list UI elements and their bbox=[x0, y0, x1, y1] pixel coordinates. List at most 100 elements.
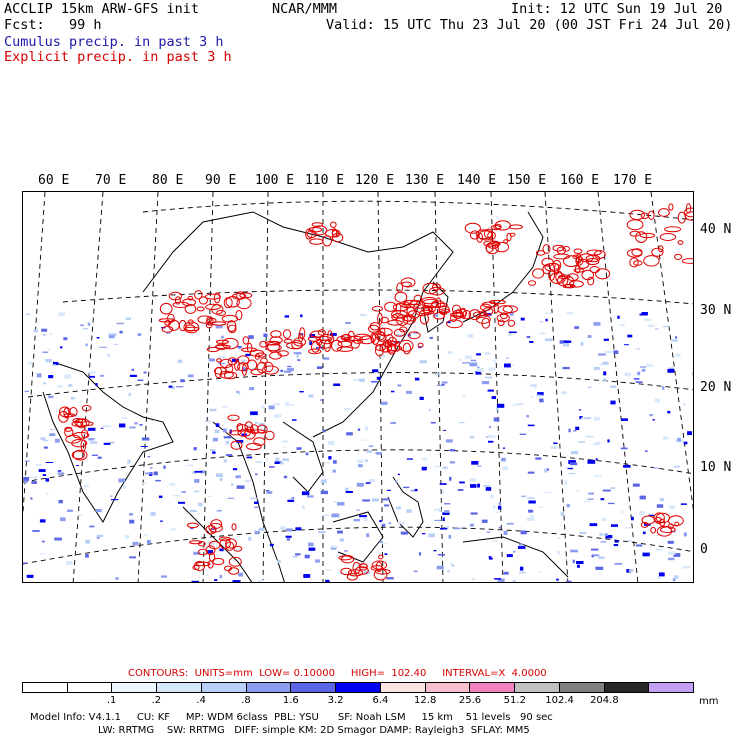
explicit-contour bbox=[352, 561, 361, 574]
explicit-contour bbox=[215, 343, 228, 351]
lat-label: 20 N bbox=[700, 380, 732, 395]
cumulus-cell bbox=[145, 472, 152, 475]
cumulus-cell bbox=[604, 533, 608, 536]
explicit-contour bbox=[71, 439, 88, 448]
cumulus-cell bbox=[269, 466, 275, 468]
cumulus-cell bbox=[219, 574, 223, 579]
cumulus-cell bbox=[379, 540, 383, 543]
explicit-contour bbox=[468, 309, 481, 321]
explicit-contour bbox=[227, 414, 240, 422]
explicit-contour bbox=[210, 519, 223, 529]
scale-swatch bbox=[380, 683, 426, 692]
cumulus-cell bbox=[526, 517, 535, 521]
explicit-contour bbox=[475, 314, 491, 324]
cumulus-cell bbox=[430, 422, 436, 424]
cumulus-cell bbox=[254, 506, 259, 508]
cumulus-cell bbox=[600, 541, 607, 543]
model-info-line1: Model Info: V4.1.1 CU: KF MP: WDM 6class… bbox=[30, 712, 553, 723]
cumulus-cell bbox=[87, 371, 96, 374]
cumulus-cell bbox=[38, 469, 46, 472]
explicit-contour bbox=[311, 341, 320, 353]
cumulus-cell bbox=[68, 384, 73, 387]
explicit-contour bbox=[198, 296, 208, 305]
cumulus-cell bbox=[283, 446, 286, 448]
cumulus-cell bbox=[308, 547, 316, 551]
cumulus-cell bbox=[85, 554, 89, 558]
cumulus-cell bbox=[610, 487, 615, 490]
cumulus-cell bbox=[323, 514, 330, 517]
cumulus-cell bbox=[488, 557, 493, 560]
cumulus-cell bbox=[407, 334, 411, 337]
cumulus-cell bbox=[674, 465, 681, 468]
cumulus-cell bbox=[85, 539, 90, 544]
cumulus-cell bbox=[273, 414, 282, 418]
explicit-contour bbox=[196, 306, 205, 312]
lon-label: 100 E bbox=[255, 173, 295, 188]
explicit-contour bbox=[81, 429, 89, 438]
cumulus-cell bbox=[498, 527, 501, 529]
cumulus-cell bbox=[521, 495, 527, 497]
cumulus-cell bbox=[564, 480, 567, 484]
cumulus-cell bbox=[254, 530, 260, 535]
cumulus-cell bbox=[561, 391, 567, 395]
explicit-contour bbox=[595, 268, 611, 280]
cumulus-cell bbox=[108, 335, 115, 339]
cumulus-cell bbox=[169, 483, 176, 486]
cumulus-cell bbox=[43, 382, 47, 385]
cumulus-cell bbox=[539, 332, 546, 335]
explicit-contour bbox=[225, 296, 240, 308]
cumulus-cell bbox=[497, 505, 502, 510]
cumulus-cell bbox=[230, 418, 234, 420]
cumulus-cell bbox=[520, 317, 525, 321]
explicit-contour bbox=[174, 296, 181, 305]
cumulus-cell bbox=[23, 562, 27, 564]
cumulus-cell bbox=[617, 315, 620, 319]
cumulus-cell bbox=[539, 398, 544, 403]
explicit-contour bbox=[158, 318, 176, 323]
cumulus-cell bbox=[587, 386, 592, 388]
explicit-contour bbox=[677, 211, 686, 224]
cumulus-cell bbox=[223, 428, 227, 433]
cumulus-cell bbox=[176, 386, 184, 388]
cumulus-cell bbox=[207, 550, 214, 554]
cumulus-cell bbox=[519, 566, 524, 571]
cumulus-cell bbox=[667, 368, 675, 373]
cumulus-cell bbox=[624, 344, 629, 346]
cumulus-cell bbox=[137, 333, 142, 337]
explicit-contour bbox=[535, 250, 546, 256]
cumulus-cell bbox=[187, 464, 194, 467]
cumulus-cell bbox=[644, 318, 652, 322]
cumulus-cell bbox=[43, 446, 48, 449]
cumulus-cell bbox=[244, 480, 252, 482]
cumulus-cell bbox=[124, 535, 130, 539]
cumulus-cell bbox=[191, 580, 199, 582]
cumulus-cell bbox=[595, 566, 604, 570]
cumulus-cell bbox=[520, 530, 527, 535]
cumulus-cell bbox=[129, 426, 136, 429]
cumulus-cell bbox=[235, 475, 241, 479]
lon-90-line bbox=[202, 192, 214, 582]
cumulus-cell bbox=[436, 565, 444, 570]
cumulus-cell bbox=[635, 381, 643, 383]
cumulus-cell bbox=[445, 526, 450, 529]
cumulus-cell bbox=[443, 429, 446, 431]
cumulus-cell bbox=[397, 473, 400, 476]
cumulus-cell bbox=[544, 338, 553, 342]
cumulus-cell bbox=[469, 362, 478, 367]
cumulus-cell bbox=[570, 549, 578, 553]
cumulus-cell bbox=[31, 582, 34, 583]
cumulus-cell bbox=[662, 436, 669, 440]
explicit-contour bbox=[562, 284, 576, 289]
cumulus-cell bbox=[655, 548, 663, 551]
cumulus-cell bbox=[579, 531, 587, 535]
explicit-contour bbox=[237, 355, 250, 365]
cumulus-cell bbox=[346, 373, 349, 375]
cumulus-cell bbox=[509, 312, 514, 316]
cumulus-cell bbox=[88, 438, 95, 441]
cumulus-cell bbox=[39, 519, 46, 523]
cumulus-cell bbox=[527, 424, 535, 427]
cumulus-cell bbox=[580, 341, 584, 346]
scale-swatch bbox=[336, 683, 381, 692]
cumulus-cell bbox=[193, 551, 201, 555]
cumulus-cell bbox=[506, 554, 513, 558]
